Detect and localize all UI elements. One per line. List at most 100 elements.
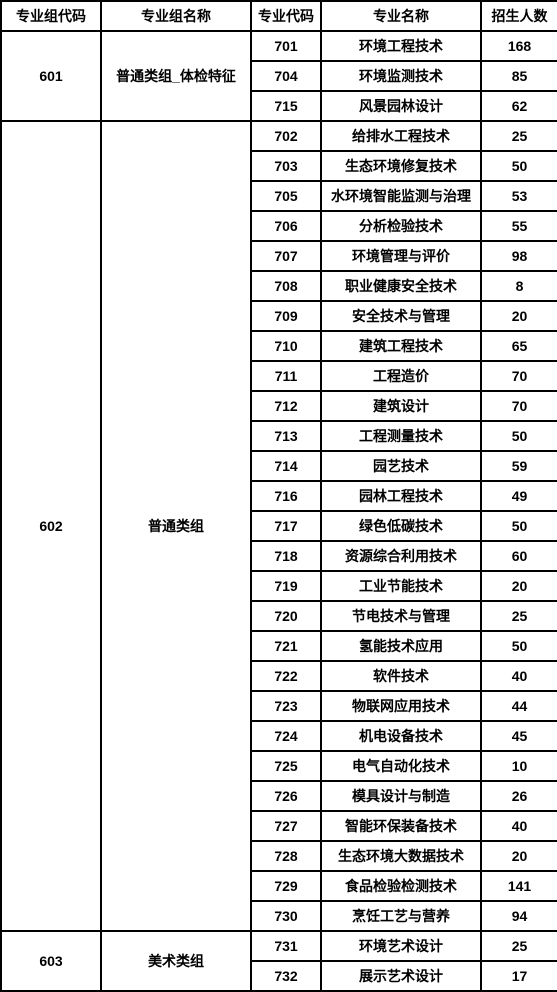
major-code-cell: 713 [251, 421, 321, 451]
table-row: 602普通类组702给排水工程技术25 [1, 121, 557, 151]
major-code-cell: 718 [251, 541, 321, 571]
count-cell: 26 [481, 781, 557, 811]
major-code-cell: 723 [251, 691, 321, 721]
major-name-cell: 风景园林设计 [321, 91, 481, 121]
major-name-cell: 食品检验检测技术 [321, 871, 481, 901]
major-name-cell: 安全技术与管理 [321, 301, 481, 331]
major-code-cell: 725 [251, 751, 321, 781]
major-code-cell: 704 [251, 61, 321, 91]
major-code-cell: 722 [251, 661, 321, 691]
count-cell: 59 [481, 451, 557, 481]
count-cell: 168 [481, 31, 557, 61]
major-code-cell: 717 [251, 511, 321, 541]
major-name-cell: 建筑工程技术 [321, 331, 481, 361]
col-major-code: 专业代码 [251, 1, 321, 31]
count-cell: 50 [481, 631, 557, 661]
count-cell: 98 [481, 241, 557, 271]
major-name-cell: 分析检验技术 [321, 211, 481, 241]
group-name-cell: 美术类组 [101, 931, 251, 991]
count-cell: 40 [481, 811, 557, 841]
major-code-cell: 702 [251, 121, 321, 151]
count-cell: 53 [481, 181, 557, 211]
major-name-cell: 职业健康安全技术 [321, 271, 481, 301]
major-name-cell: 环境艺术设计 [321, 931, 481, 961]
col-major-name: 专业名称 [321, 1, 481, 31]
major-name-cell: 生态环境修复技术 [321, 151, 481, 181]
count-cell: 94 [481, 901, 557, 931]
count-cell: 25 [481, 601, 557, 631]
major-code-cell: 727 [251, 811, 321, 841]
major-name-cell: 水环境智能监测与治理 [321, 181, 481, 211]
count-cell: 50 [481, 421, 557, 451]
major-code-cell: 707 [251, 241, 321, 271]
group-name-cell: 普通类组_体检特征 [101, 31, 251, 121]
major-code-cell: 721 [251, 631, 321, 661]
group-name-cell: 普通类组 [101, 121, 251, 931]
count-cell: 10 [481, 751, 557, 781]
major-code-cell: 720 [251, 601, 321, 631]
major-code-cell: 712 [251, 391, 321, 421]
count-cell: 25 [481, 931, 557, 961]
count-cell: 44 [481, 691, 557, 721]
major-code-cell: 711 [251, 361, 321, 391]
major-code-cell: 708 [251, 271, 321, 301]
table-header-row: 专业组代码 专业组名称 专业代码 专业名称 招生人数 [1, 1, 557, 31]
count-cell: 49 [481, 481, 557, 511]
major-code-cell: 709 [251, 301, 321, 331]
group-code-cell: 603 [1, 931, 101, 991]
count-cell: 25 [481, 121, 557, 151]
count-cell: 141 [481, 871, 557, 901]
major-name-cell: 物联网应用技术 [321, 691, 481, 721]
major-name-cell: 环境管理与评价 [321, 241, 481, 271]
major-code-cell: 730 [251, 901, 321, 931]
major-code-cell: 715 [251, 91, 321, 121]
major-name-cell: 建筑设计 [321, 391, 481, 421]
major-name-cell: 氢能技术应用 [321, 631, 481, 661]
major-code-cell: 706 [251, 211, 321, 241]
count-cell: 55 [481, 211, 557, 241]
count-cell: 20 [481, 301, 557, 331]
count-cell: 50 [481, 151, 557, 181]
table-row: 601普通类组_体检特征701环境工程技术168 [1, 31, 557, 61]
count-cell: 45 [481, 721, 557, 751]
major-name-cell: 工程测量技术 [321, 421, 481, 451]
count-cell: 17 [481, 961, 557, 991]
count-cell: 62 [481, 91, 557, 121]
major-code-cell: 705 [251, 181, 321, 211]
major-name-cell: 给排水工程技术 [321, 121, 481, 151]
col-group-name: 专业组名称 [101, 1, 251, 31]
major-name-cell: 工业节能技术 [321, 571, 481, 601]
major-code-cell: 728 [251, 841, 321, 871]
major-name-cell: 生态环境大数据技术 [321, 841, 481, 871]
col-count: 招生人数 [481, 1, 557, 31]
major-name-cell: 电气自动化技术 [321, 751, 481, 781]
group-code-cell: 601 [1, 31, 101, 121]
major-name-cell: 模具设计与制造 [321, 781, 481, 811]
major-name-cell: 绿色低碳技术 [321, 511, 481, 541]
major-code-cell: 701 [251, 31, 321, 61]
major-code-cell: 719 [251, 571, 321, 601]
col-group-code: 专业组代码 [1, 1, 101, 31]
count-cell: 65 [481, 331, 557, 361]
major-code-cell: 731 [251, 931, 321, 961]
count-cell: 20 [481, 841, 557, 871]
major-code-cell: 716 [251, 481, 321, 511]
major-code-cell: 729 [251, 871, 321, 901]
major-name-cell: 机电设备技术 [321, 721, 481, 751]
major-code-cell: 714 [251, 451, 321, 481]
count-cell: 70 [481, 391, 557, 421]
count-cell: 50 [481, 511, 557, 541]
major-name-cell: 软件技术 [321, 661, 481, 691]
major-code-cell: 724 [251, 721, 321, 751]
enrollment-table: 专业组代码 专业组名称 专业代码 专业名称 招生人数 601普通类组_体检特征7… [0, 0, 557, 992]
major-name-cell: 资源综合利用技术 [321, 541, 481, 571]
major-name-cell: 环境工程技术 [321, 31, 481, 61]
major-name-cell: 园艺技术 [321, 451, 481, 481]
count-cell: 20 [481, 571, 557, 601]
major-name-cell: 节电技术与管理 [321, 601, 481, 631]
count-cell: 8 [481, 271, 557, 301]
major-name-cell: 智能环保装备技术 [321, 811, 481, 841]
count-cell: 60 [481, 541, 557, 571]
major-code-cell: 732 [251, 961, 321, 991]
count-cell: 85 [481, 61, 557, 91]
